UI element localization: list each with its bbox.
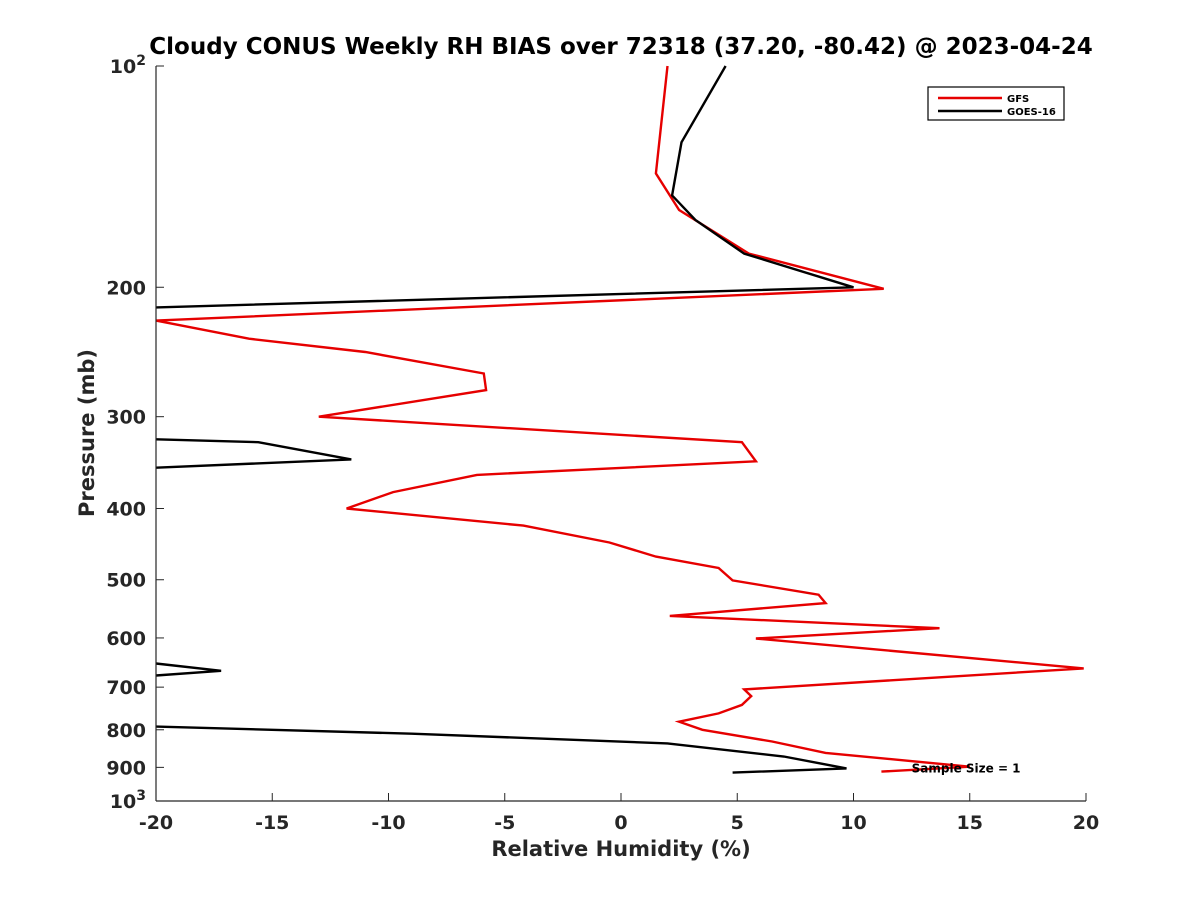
x-tick-label: 20 bbox=[1073, 812, 1099, 834]
x-axis-ticks: -20 -15 -10 -5 0 5 10 15 20 bbox=[139, 793, 1099, 834]
plot-area bbox=[155, 65, 1084, 774]
y-tick-label: 900 bbox=[106, 757, 146, 779]
y-axis-label: Pressure (mb) bbox=[75, 349, 99, 517]
x-tick-label: 15 bbox=[957, 812, 983, 834]
x-tick-label: 0 bbox=[614, 812, 627, 834]
series-goes-16-line bbox=[155, 725, 847, 774]
legend-label-goes-16: GOES-16 bbox=[1007, 107, 1056, 118]
series-gfs-line bbox=[155, 65, 1084, 773]
y-tick-label: 102 bbox=[110, 53, 146, 78]
x-tick-label: 5 bbox=[731, 812, 744, 834]
y-tick-label: 800 bbox=[106, 720, 146, 742]
x-tick-label: -15 bbox=[255, 812, 289, 834]
x-tick-label: -10 bbox=[371, 812, 405, 834]
series-goes-16-line bbox=[155, 662, 222, 677]
y-tick-label: 500 bbox=[106, 570, 146, 592]
x-tick-label: -5 bbox=[494, 812, 515, 834]
series-goes-16-line bbox=[155, 65, 854, 309]
y-tick-label: 200 bbox=[106, 277, 146, 299]
sample-size-annotation: Sample Size = 1 bbox=[912, 761, 1021, 775]
y-tick-label: 103 bbox=[110, 788, 146, 813]
series-goes-16-line bbox=[155, 438, 352, 469]
chart-title: Cloudy CONUS Weekly RH BIAS over 72318 (… bbox=[149, 34, 1092, 60]
legend-box bbox=[927, 86, 1065, 121]
x-tick-label: -20 bbox=[139, 812, 173, 834]
chart-legend: GFS GOES-16 bbox=[927, 86, 1065, 121]
x-tick-label: 10 bbox=[840, 812, 866, 834]
y-tick-label: 600 bbox=[106, 628, 146, 650]
y-tick-label: 300 bbox=[106, 407, 146, 429]
y-tick-label: 400 bbox=[106, 499, 146, 521]
y-axis-ticks: 102 200 300 400 500 600 700 800 900 103 bbox=[106, 53, 164, 813]
y-tick-label: 700 bbox=[106, 677, 146, 699]
legend-label-gfs: GFS bbox=[1007, 94, 1029, 105]
x-axis-label: Relative Humidity (%) bbox=[491, 837, 750, 861]
